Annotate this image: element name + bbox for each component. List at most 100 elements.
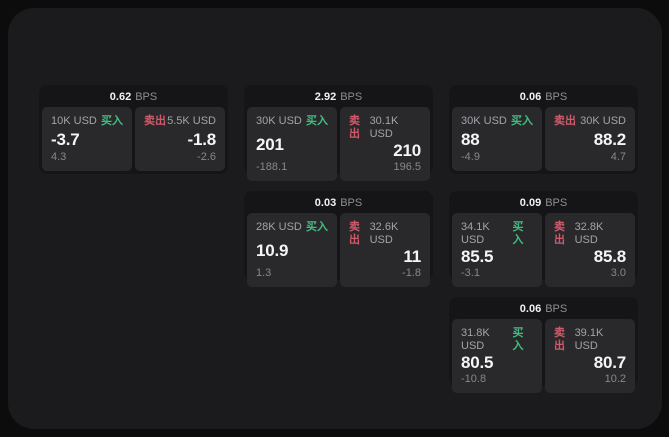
buy-panel-top: 30K USD 买入 <box>256 115 328 128</box>
sell-amount-label: 5.5K USD <box>167 115 216 127</box>
bps-unit-label: BPS <box>135 91 158 103</box>
buy-panel[interactable]: 30K USD 买入 201 -188.1 <box>247 107 337 181</box>
buy-panel-top: 31.8K USD 买入 <box>461 327 533 353</box>
sell-sub-value: -1.8 <box>402 267 421 279</box>
card-body: 30K USD 买入 88 -4.9 卖出 30K USD 88.2 4.7 <box>452 107 635 171</box>
buy-sub-value: -188.1 <box>256 161 288 173</box>
sell-panel-top: 卖出 39.1K USD <box>554 327 626 353</box>
buy-side-label: 买入 <box>512 221 524 246</box>
card-body: 34.1K USD 买入 85.5 -3.1 卖出 32.8K USD 85.8… <box>452 213 635 287</box>
buy-main-value: 80.5 <box>461 353 494 372</box>
sell-amount-label: 32.6K USD <box>369 221 399 246</box>
card-body: 10K USD 买入 -3.7 4.3 卖出 5.5K USD -1.8 -2.… <box>42 107 225 171</box>
buy-main-value: 10.9 <box>256 240 289 260</box>
bps-unit-label: BPS <box>545 91 568 103</box>
bps-unit-label: BPS <box>340 91 363 103</box>
sell-main-value: 85.8 <box>593 247 626 266</box>
buy-amount-label: 31.8K USD <box>461 327 490 352</box>
buy-sub-value: -4.9 <box>461 151 480 163</box>
sell-panel[interactable]: 卖出 30.1K USD 210 196.5 <box>340 107 430 181</box>
sell-panel-top: 卖出 32.8K USD <box>554 221 626 247</box>
sell-sub-value: 3.0 <box>610 267 626 279</box>
buy-amount-label: 34.1K USD <box>461 221 490 246</box>
buy-main-value: 85.5 <box>461 247 494 266</box>
buy-amount-label: 10K USD <box>51 115 97 127</box>
buy-panel-top: 34.1K USD 买入 <box>461 221 533 247</box>
quote-card: 0.62 BPS 10K USD 买入 -3.7 4.3 卖出 5.5K USD… <box>39 85 228 174</box>
card-header: 0.06 BPS <box>452 88 635 107</box>
card-body: 28K USD 买入 10.9 1.3 卖出 32.6K USD 11 -1.8 <box>247 213 430 287</box>
buy-panel[interactable]: 31.8K USD 买入 80.5 -10.8 <box>452 319 542 393</box>
sell-panel-top: 卖出 30K USD <box>554 115 626 128</box>
buy-amount-label: 30K USD <box>256 115 302 127</box>
quotes-grid: 0.62 BPS 10K USD 买入 -3.7 4.3 卖出 5.5K USD… <box>39 85 638 393</box>
sell-panel-top: 卖出 30.1K USD <box>349 115 421 141</box>
sell-amount-label: 30.1K USD <box>369 115 399 140</box>
buy-panel-top: 10K USD 买入 <box>51 115 123 128</box>
bps-value: 0.03 <box>314 197 337 209</box>
bps-unit-label: BPS <box>545 303 568 315</box>
sell-panel[interactable]: 卖出 39.1K USD 80.7 10.2 <box>545 319 635 393</box>
bps-unit-label: BPS <box>340 197 363 209</box>
sell-amount-label: 30K USD <box>580 115 626 127</box>
sell-amount-label: 39.1K USD <box>574 327 604 352</box>
sell-side-label: 卖出 <box>349 115 360 140</box>
sell-panel-top: 卖出 32.6K USD <box>349 221 421 247</box>
sell-panel[interactable]: 卖出 32.8K USD 85.8 3.0 <box>545 213 635 287</box>
bps-value: 0.62 <box>109 91 132 103</box>
sell-sub-value: 196.5 <box>393 161 421 173</box>
buy-amount-label: 30K USD <box>461 115 507 127</box>
card-header: 0.62 BPS <box>42 88 225 107</box>
sell-main-value: 80.7 <box>593 353 626 372</box>
sell-sub-value: 4.7 <box>610 151 626 163</box>
sell-main-value: 11 <box>403 247 421 266</box>
buy-side-label: 买入 <box>512 327 524 352</box>
buy-side-label: 买入 <box>306 221 328 233</box>
sell-amount-label: 32.8K USD <box>574 221 604 246</box>
sell-panel[interactable]: 卖出 30K USD 88.2 4.7 <box>545 107 635 171</box>
bps-value: 2.92 <box>314 91 337 103</box>
card-header: 0.03 BPS <box>247 194 430 213</box>
buy-side-label: 买入 <box>306 115 328 127</box>
sell-side-label: 卖出 <box>554 327 565 352</box>
app-window: 0.62 BPS 10K USD 买入 -3.7 4.3 卖出 5.5K USD… <box>8 8 662 429</box>
buy-sub-value: -3.1 <box>461 267 480 279</box>
bps-value: 0.06 <box>519 303 542 315</box>
buy-panel-top: 30K USD 买入 <box>461 115 533 128</box>
quote-card: 0.03 BPS 28K USD 买入 10.9 1.3 卖出 32.6K US… <box>244 191 433 287</box>
sell-panel-top: 卖出 5.5K USD <box>144 115 216 128</box>
sell-main-value: -1.8 <box>187 129 217 149</box>
buy-sub-value: 1.3 <box>256 267 272 279</box>
sell-sub-value: -2.6 <box>197 151 216 163</box>
quote-card: 0.06 BPS 30K USD 买入 88 -4.9 卖出 30K USD 8… <box>449 85 638 174</box>
buy-amount-label: 28K USD <box>256 221 302 233</box>
card-header: 0.09 BPS <box>452 194 635 213</box>
buy-panel-top: 28K USD 买入 <box>256 221 328 234</box>
card-body: 31.8K USD 买入 80.5 -10.8 卖出 39.1K USD 80.… <box>452 319 635 393</box>
sell-main-value: 88.2 <box>593 129 626 149</box>
buy-main-value: 201 <box>256 134 284 154</box>
bps-unit-label: BPS <box>545 197 568 209</box>
buy-main-value: -3.7 <box>51 129 80 149</box>
sell-sub-value: 10.2 <box>604 373 626 385</box>
buy-panel[interactable]: 30K USD 买入 88 -4.9 <box>452 107 542 171</box>
buy-main-value: 88 <box>461 129 480 149</box>
buy-panel[interactable]: 34.1K USD 买入 85.5 -3.1 <box>452 213 542 287</box>
quote-card: 0.06 BPS 31.8K USD 买入 80.5 -10.8 卖出 39.1… <box>449 297 638 393</box>
card-header: 2.92 BPS <box>247 88 430 107</box>
buy-panel[interactable]: 10K USD 买入 -3.7 4.3 <box>42 107 132 171</box>
quote-card: 2.92 BPS 30K USD 买入 201 -188.1 卖出 30.1K … <box>244 85 433 181</box>
sell-side-label: 卖出 <box>349 221 360 246</box>
card-body: 30K USD 买入 201 -188.1 卖出 30.1K USD 210 1… <box>247 107 430 181</box>
sell-panel[interactable]: 卖出 32.6K USD 11 -1.8 <box>340 213 430 287</box>
card-header: 0.06 BPS <box>452 300 635 319</box>
sell-side-label: 卖出 <box>554 221 565 246</box>
sell-side-label: 卖出 <box>554 115 576 127</box>
buy-panel[interactable]: 28K USD 买入 10.9 1.3 <box>247 213 337 287</box>
sell-side-label: 卖出 <box>144 115 166 127</box>
buy-sub-value: -10.8 <box>461 373 487 385</box>
sell-panel[interactable]: 卖出 5.5K USD -1.8 -2.6 <box>135 107 225 171</box>
quote-card: 0.09 BPS 34.1K USD 买入 85.5 -3.1 卖出 32.8K… <box>449 191 638 287</box>
bps-value: 0.06 <box>519 91 542 103</box>
buy-side-label: 买入 <box>101 115 123 127</box>
